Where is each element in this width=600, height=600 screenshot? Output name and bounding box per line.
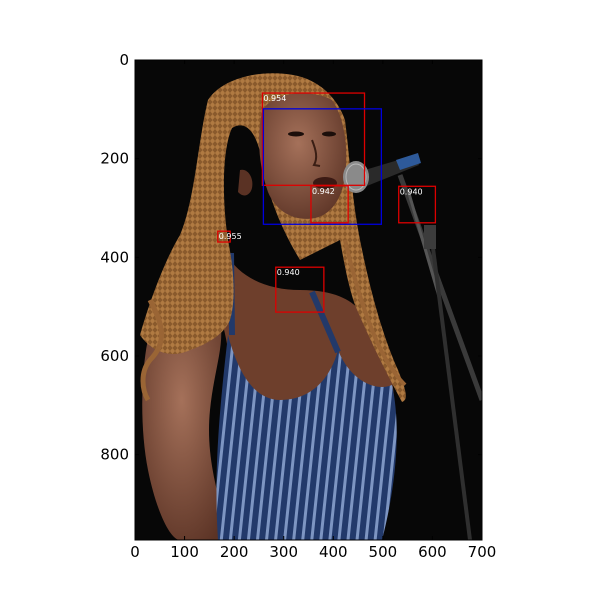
detection-box-3 bbox=[310, 185, 349, 224]
detection-score-6: 0.940 bbox=[277, 268, 300, 277]
axes-frame bbox=[134, 59, 483, 541]
x-tick-label: 600 bbox=[418, 543, 447, 561]
x-tick-label: 300 bbox=[269, 543, 298, 561]
x-tick-label: 500 bbox=[369, 543, 398, 561]
detection-score-4: 0.940 bbox=[400, 187, 423, 196]
detection-score-5: 0.955 bbox=[219, 232, 242, 241]
x-tick-label: 200 bbox=[220, 543, 249, 561]
detection-box-5 bbox=[217, 230, 231, 243]
microphone-stand bbox=[397, 174, 482, 540]
x-tick-label: 700 bbox=[468, 543, 497, 561]
y-tick-label: 600 bbox=[100, 347, 129, 365]
detection-box-4 bbox=[398, 185, 437, 224]
x-tick-label: 0 bbox=[130, 543, 140, 561]
x-tick-label: 400 bbox=[319, 543, 348, 561]
detection-boxes: 0.954 0.942 0.940 0.955 0.940 bbox=[217, 92, 437, 313]
detection-box-2 bbox=[262, 108, 383, 225]
detection-score-1: 0.954 bbox=[263, 94, 286, 103]
photo bbox=[135, 60, 482, 540]
detection-box-6 bbox=[275, 266, 325, 313]
y-tick-label: 200 bbox=[100, 150, 129, 168]
y-tick-label: 0 bbox=[119, 51, 129, 69]
y-tick-label: 400 bbox=[100, 248, 129, 266]
axis-ticks: 0 100 200 300 400 500 600 700 0 200 400 600 800 bbox=[100, 51, 496, 561]
detection-score-3: 0.942 bbox=[312, 187, 335, 196]
x-tick-label: 100 bbox=[170, 543, 199, 561]
y-tick-label: 800 bbox=[100, 446, 129, 464]
